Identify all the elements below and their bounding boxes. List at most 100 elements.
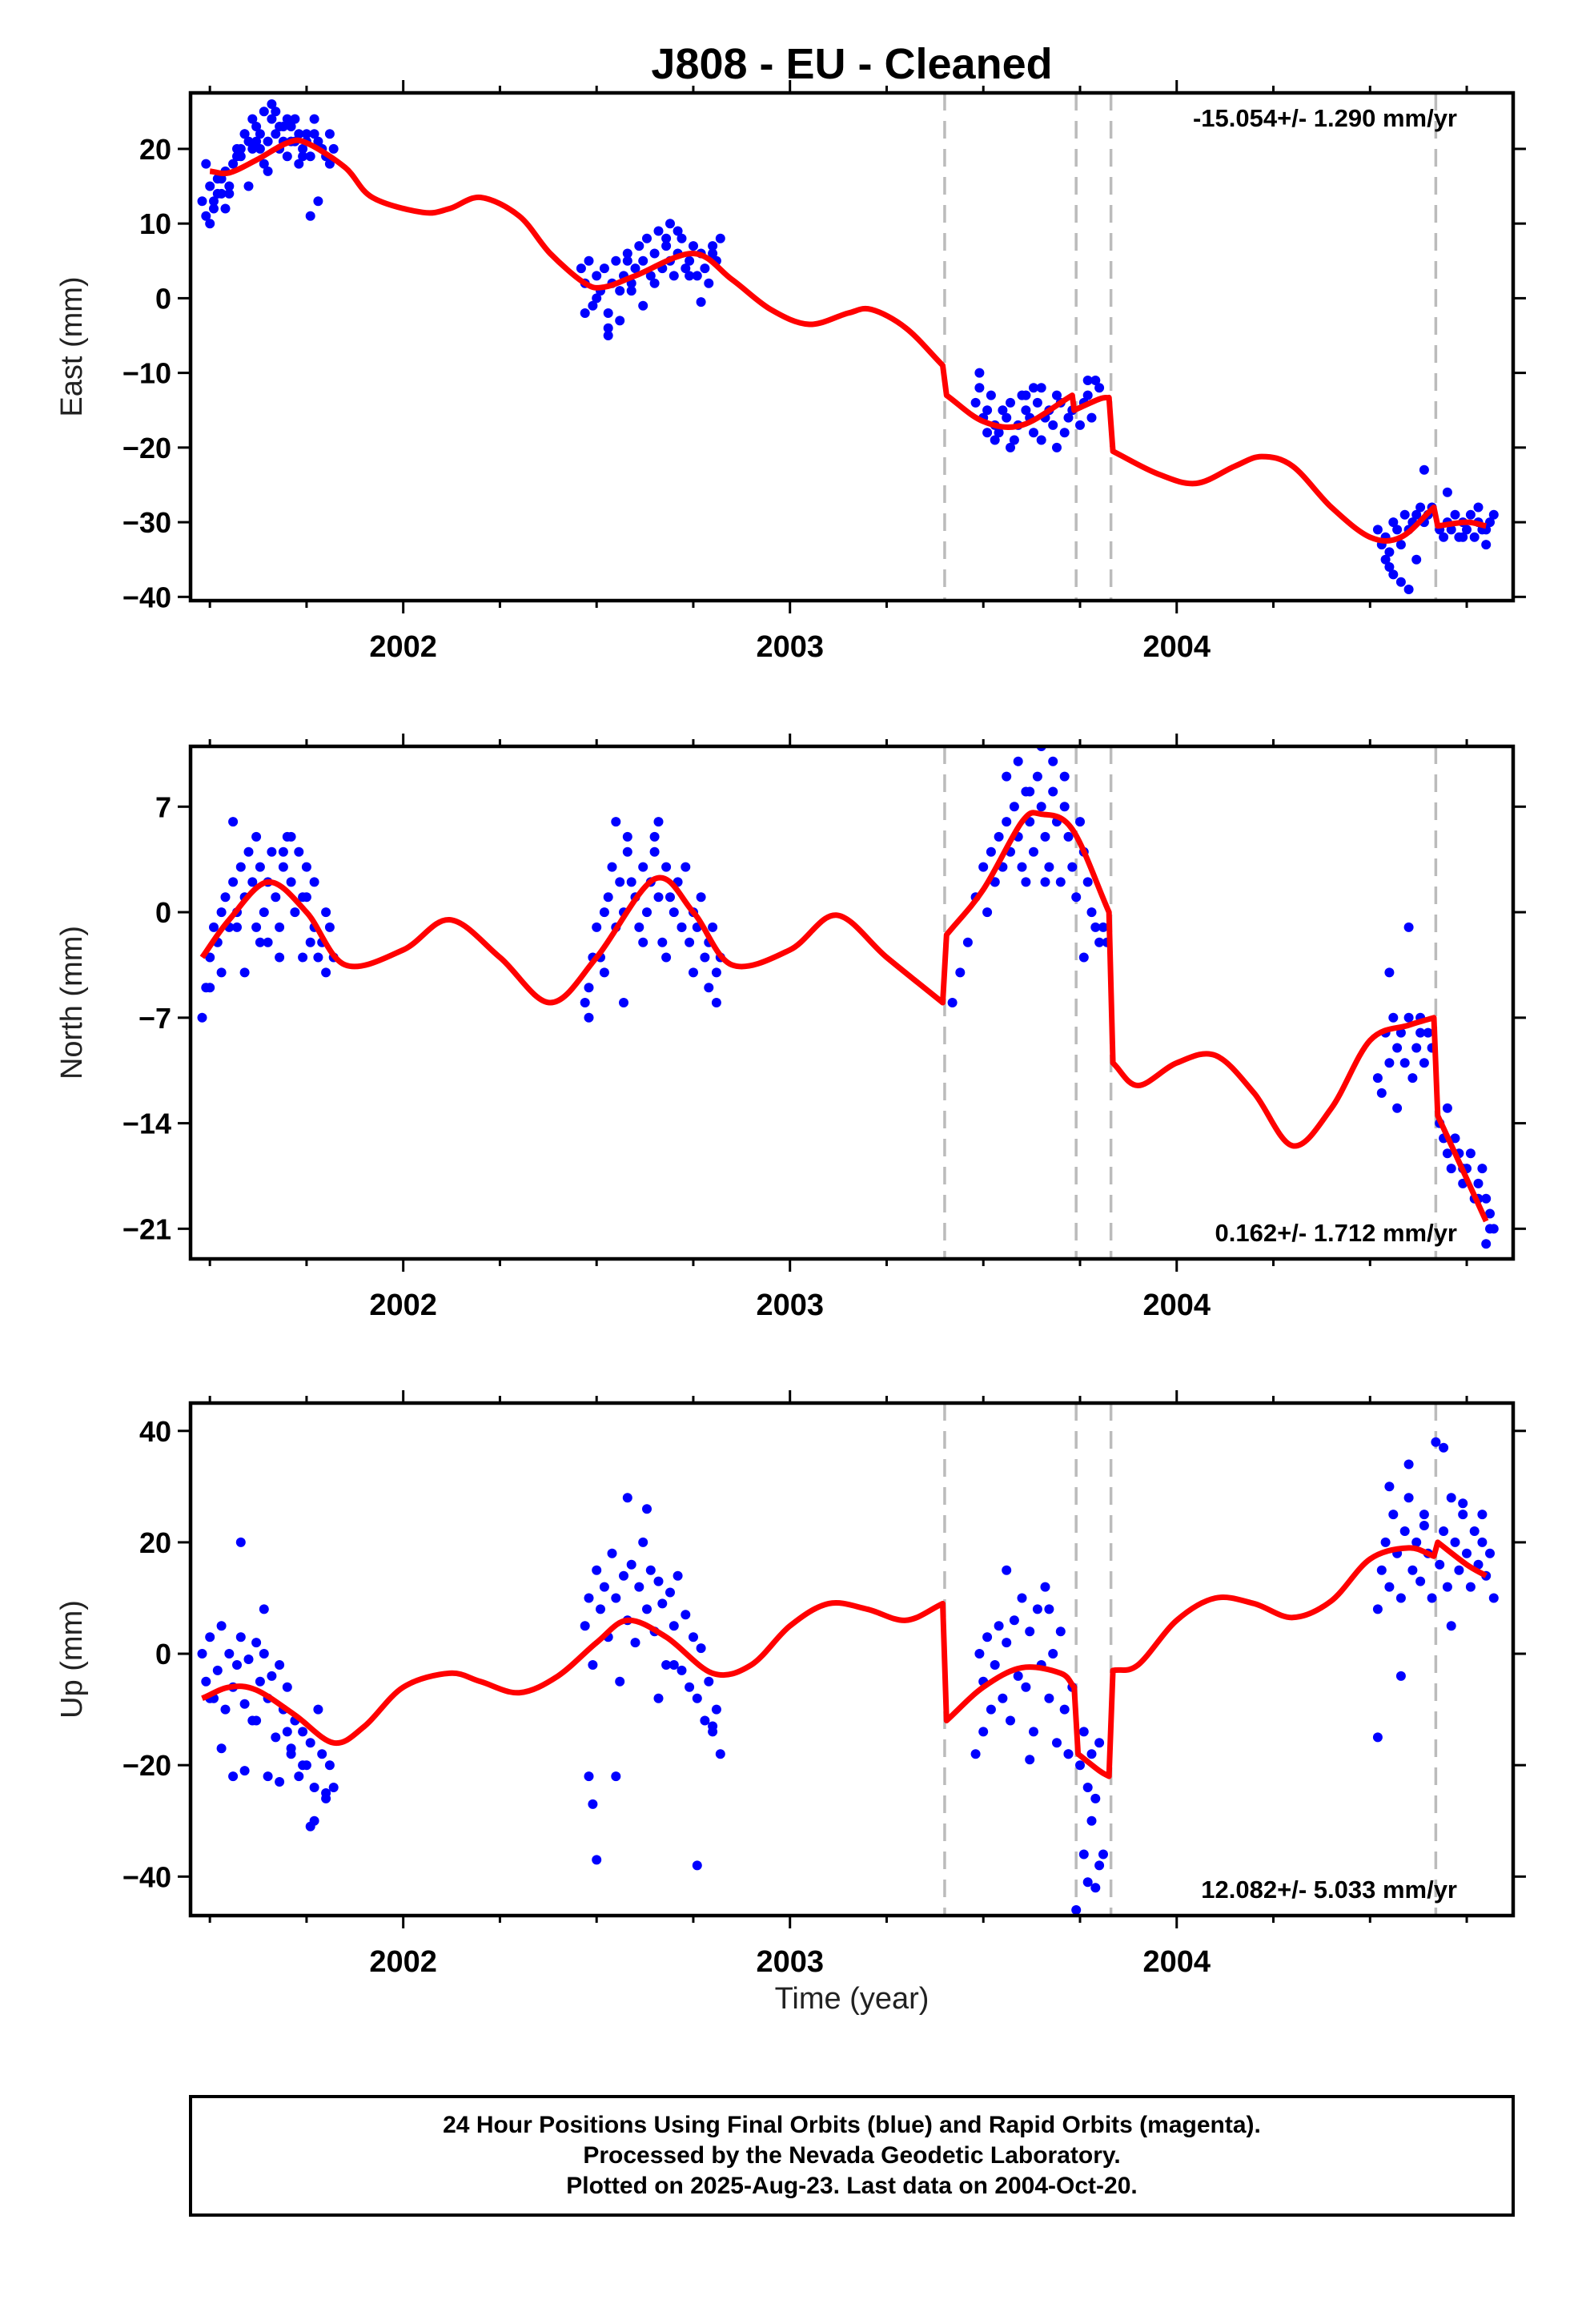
data-point <box>1399 1526 1410 1536</box>
data-point <box>1002 412 1012 423</box>
data-point <box>626 286 636 296</box>
data-point <box>630 263 640 274</box>
data-point <box>653 1576 664 1586</box>
data-point <box>696 1643 706 1654</box>
data-point <box>1403 585 1414 594</box>
data-point <box>1388 517 1399 528</box>
x-tick-label: 2002 <box>369 1945 437 1979</box>
data-point <box>689 1632 698 1642</box>
data-point <box>1473 502 1484 513</box>
data-point <box>1419 464 1429 475</box>
data-point <box>1025 1755 1035 1765</box>
data-point <box>1469 1526 1480 1536</box>
data-point <box>1040 877 1050 887</box>
data-point <box>232 151 242 162</box>
data-point <box>1403 1012 1414 1023</box>
data-point <box>1094 1860 1105 1871</box>
data-point <box>290 907 300 918</box>
x-tick-label: 2003 <box>756 1289 824 1322</box>
data-point <box>1071 892 1082 903</box>
data-point <box>1078 1727 1089 1737</box>
data-point <box>1029 1727 1038 1737</box>
data-point <box>201 159 211 169</box>
data-point <box>1488 1593 1499 1603</box>
data-point <box>1407 1565 1418 1575</box>
data-point <box>634 922 644 932</box>
data-point <box>634 1582 644 1592</box>
y-tick-label: 20 <box>139 1526 171 1559</box>
data-point <box>1384 547 1395 557</box>
data-point <box>305 937 315 947</box>
data-point <box>251 122 262 131</box>
data-point <box>1458 1510 1468 1520</box>
data-point <box>580 998 590 1007</box>
data-point <box>201 211 211 221</box>
data-point <box>982 405 993 416</box>
data-point <box>1392 525 1403 535</box>
data-point <box>205 1632 215 1642</box>
data-point <box>255 143 265 154</box>
data-point <box>603 308 613 318</box>
data-point <box>294 846 304 857</box>
data-point <box>1465 509 1476 520</box>
data-point <box>239 967 250 978</box>
data-point <box>1090 1883 1101 1893</box>
data-point <box>1017 1593 1027 1603</box>
data-point <box>220 203 231 214</box>
data-point <box>1090 376 1101 385</box>
data-point <box>1009 1615 1019 1626</box>
data-point <box>986 390 996 400</box>
data-point <box>970 1749 981 1759</box>
data-point <box>1442 1582 1452 1592</box>
data-point <box>592 293 602 304</box>
data-point <box>305 211 315 221</box>
data-point <box>1059 771 1070 782</box>
data-point <box>638 862 648 872</box>
data-point <box>1044 1693 1054 1703</box>
data-point <box>1372 1073 1383 1084</box>
data-point <box>1036 383 1046 393</box>
data-point <box>1002 1638 1012 1648</box>
data-point <box>259 1604 269 1614</box>
data-point <box>1411 509 1422 520</box>
data-point <box>282 114 292 124</box>
data-point <box>1048 420 1058 430</box>
y-tick-label: −20 <box>122 1749 171 1782</box>
data-point <box>1388 1012 1399 1023</box>
data-point <box>638 937 648 947</box>
data-point <box>998 405 1008 416</box>
data-point <box>653 1693 664 1703</box>
model-curve <box>209 137 1487 544</box>
data-point <box>1477 1537 1488 1547</box>
data-point <box>1078 1849 1089 1860</box>
data-point <box>1411 1043 1422 1053</box>
data-point <box>653 817 664 827</box>
data-point <box>661 233 672 243</box>
data-point <box>642 1604 652 1614</box>
data-point <box>1059 428 1070 438</box>
data-point <box>1098 922 1108 932</box>
data-point <box>1384 562 1395 572</box>
y-tick-label: 40 <box>139 1415 171 1448</box>
data-point <box>197 1649 207 1659</box>
data-point <box>692 271 702 281</box>
data-point <box>212 1665 223 1675</box>
data-point <box>692 1860 702 1871</box>
data-point <box>1021 405 1031 416</box>
data-point <box>294 159 304 169</box>
data-point <box>1380 1537 1391 1547</box>
rate-annotation: 12.082+/- 5.033 mm/yr <box>1201 1876 1457 1904</box>
data-point <box>615 1676 625 1687</box>
data-point <box>685 1682 695 1692</box>
data-point <box>301 892 311 903</box>
data-point <box>673 1570 683 1581</box>
data-point <box>324 1760 335 1771</box>
data-point <box>1078 952 1089 963</box>
data-point <box>1411 554 1422 565</box>
data-point <box>990 1660 1000 1670</box>
data-point <box>1485 1548 1495 1558</box>
data-point <box>1442 1103 1452 1113</box>
data-point <box>1399 1058 1410 1068</box>
x-tick-label: 2004 <box>1142 630 1211 664</box>
